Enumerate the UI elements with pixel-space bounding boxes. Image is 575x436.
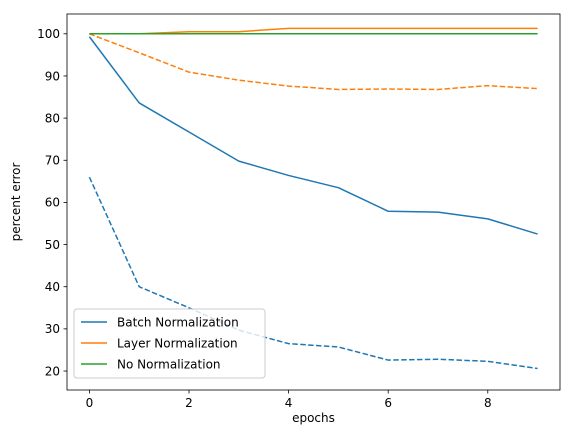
y-axis-label: percent error [9, 163, 23, 242]
legend-label: Layer Normalization [117, 336, 238, 350]
legend-box [73, 308, 266, 379]
series-line-0-dashed [88, 176, 538, 370]
x-tick-label: 2 [185, 396, 193, 410]
series-layer [88, 27, 538, 370]
x-axis-ticks: 0 2 4 6 8 [86, 390, 492, 410]
y-tick-label: 20 [45, 364, 60, 378]
legend-label: Batch Normalization [117, 315, 239, 329]
series-line-4-solid [89, 27, 538, 35]
y-axis-ticks: 20 30 40 50 60 70 80 90 100 [37, 27, 67, 378]
series-line-1-dashed [89, 33, 538, 91]
legend: Batch Normalization Layer Normalization No… [73, 308, 266, 379]
y-tick-label: 60 [45, 196, 60, 210]
y-tick-label: 50 [45, 238, 60, 252]
x-tick-label: 8 [484, 396, 492, 410]
x-axis-label: epochs [292, 411, 335, 425]
y-tick-label: 80 [45, 111, 60, 125]
series-line-3-solid [88, 36, 538, 235]
y-tick-label: 100 [37, 27, 60, 41]
y-tick-label: 90 [45, 69, 60, 83]
plot-frame [66, 13, 561, 391]
y-tick-label: 40 [45, 280, 60, 294]
x-tick-label: 6 [384, 396, 392, 410]
x-tick-label: 4 [285, 396, 293, 410]
y-tick-label: 30 [45, 322, 60, 336]
x-tick-label: 0 [86, 396, 94, 410]
y-tick-label: 70 [45, 154, 60, 168]
legend-label: No Normalization [117, 357, 221, 371]
